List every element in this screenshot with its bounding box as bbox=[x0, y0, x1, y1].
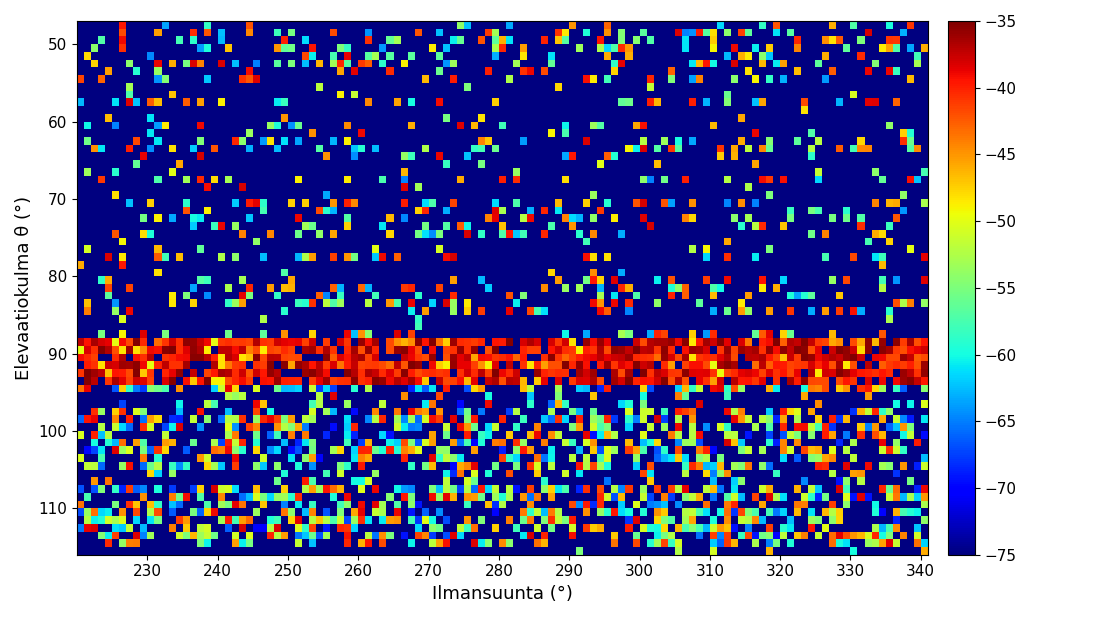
Y-axis label: Elevaatiokulma θ (°): Elevaatiokulma θ (°) bbox=[15, 196, 34, 380]
X-axis label: Ilmansuunta (°): Ilmansuunta (°) bbox=[432, 585, 573, 603]
